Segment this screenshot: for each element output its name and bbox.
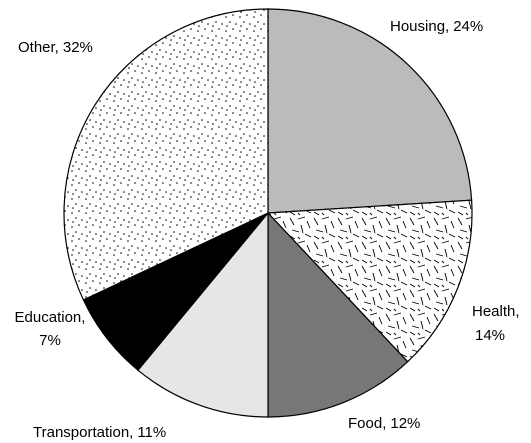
category-label: Food, — [348, 415, 386, 432]
pie-slice — [137, 211, 269, 418]
value-label: 14% — [475, 327, 505, 344]
slice-label: Education, 7% — [15, 309, 86, 349]
category-label: Other, — [18, 39, 59, 56]
slice-label: Food, 12% — [348, 415, 420, 432]
category-label: Education, — [15, 309, 86, 326]
pie-slice — [267, 211, 409, 418]
value-label: 11% — [137, 424, 166, 441]
slice-label: Health, 14% — [472, 303, 520, 344]
value-label: 32% — [63, 39, 93, 56]
slice-label: Transportation, 11% — [33, 424, 166, 441]
value-label: 12% — [390, 415, 420, 432]
value-label: 7% — [39, 332, 61, 349]
value-label: 24% — [453, 18, 483, 35]
category-label: Housing, — [390, 18, 449, 35]
pie-slice — [63, 8, 269, 301]
pie-slice — [267, 8, 473, 214]
pie-slice — [266, 199, 473, 363]
slice-label: Other, 32% — [18, 39, 93, 56]
category-label: Health, — [472, 303, 520, 320]
category-label: Transportation, — [33, 424, 133, 441]
slice-label: Housing, 24% — [390, 18, 483, 35]
